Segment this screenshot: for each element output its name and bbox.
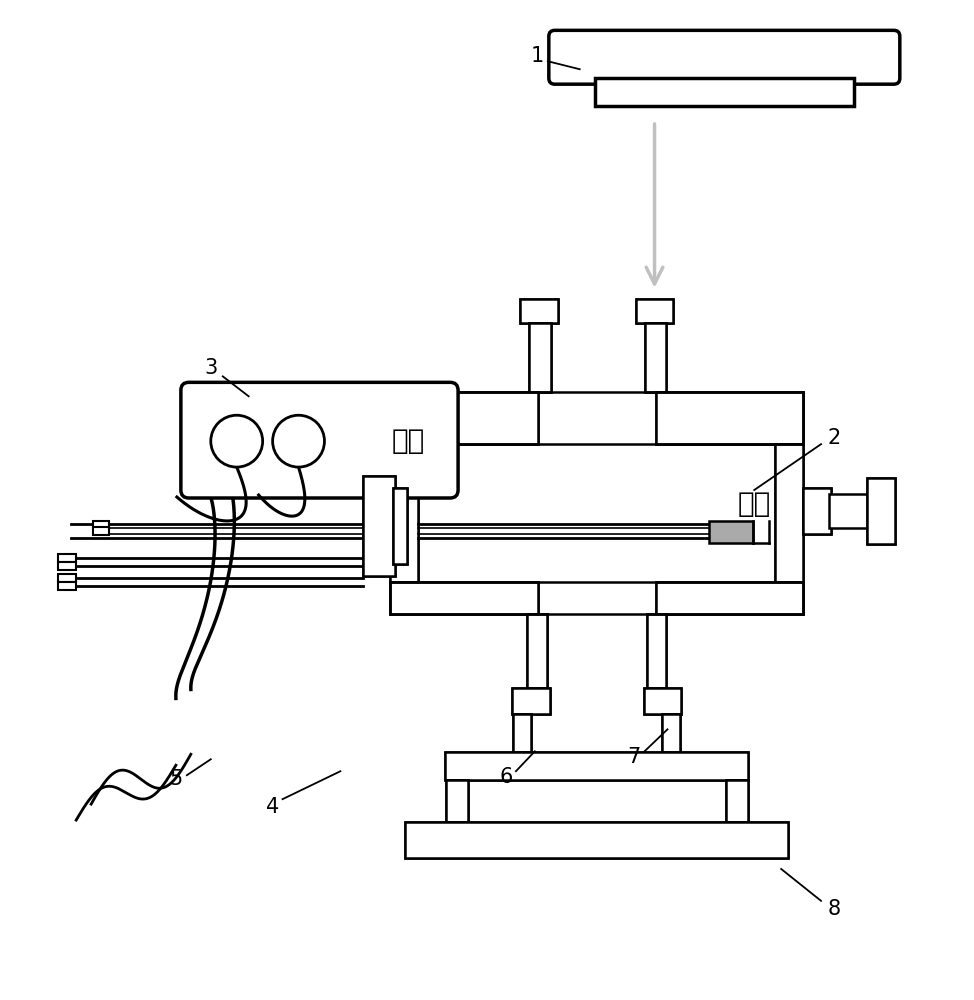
Bar	[513, 714, 531, 752]
Bar	[656, 392, 804, 444]
Bar	[393, 488, 407, 564]
Bar	[391, 444, 418, 582]
Bar	[636, 299, 673, 323]
Text: 源表: 源表	[392, 427, 425, 455]
Bar	[391, 582, 538, 614]
Text: 1: 1	[530, 46, 543, 66]
Bar	[647, 614, 666, 688]
Text: 样品: 样品	[737, 490, 770, 518]
Text: 2: 2	[827, 428, 841, 448]
Bar	[647, 614, 666, 688]
Bar	[391, 392, 538, 444]
Bar	[656, 582, 804, 614]
Bar	[405, 822, 788, 858]
Bar	[445, 752, 748, 780]
Bar	[644, 688, 682, 714]
Circle shape	[273, 415, 324, 467]
Bar	[804, 488, 831, 534]
Bar	[391, 582, 804, 614]
Bar	[393, 488, 407, 564]
Bar	[804, 488, 831, 534]
Bar	[727, 780, 748, 822]
Bar	[775, 444, 804, 582]
Bar	[58, 562, 76, 570]
Bar	[58, 582, 76, 590]
Bar	[636, 299, 673, 323]
Bar	[595, 78, 854, 106]
Bar	[363, 476, 395, 576]
Bar	[829, 494, 869, 528]
Text: 4: 4	[266, 797, 280, 817]
Bar	[391, 444, 418, 582]
Bar	[405, 822, 788, 858]
Bar	[867, 478, 895, 544]
Bar	[727, 780, 748, 822]
Bar	[513, 714, 531, 752]
Bar	[445, 752, 748, 780]
Bar	[512, 688, 549, 714]
Bar	[520, 299, 558, 323]
Circle shape	[210, 415, 263, 467]
Bar	[709, 521, 753, 543]
Bar	[94, 521, 109, 529]
Bar	[775, 444, 804, 582]
Bar	[58, 554, 76, 562]
Bar	[662, 714, 681, 752]
Bar	[656, 582, 804, 614]
Bar	[391, 582, 538, 614]
Bar	[644, 688, 682, 714]
Bar	[527, 614, 546, 688]
Bar	[520, 299, 558, 323]
Text: 7: 7	[627, 747, 640, 767]
Text: 5: 5	[169, 769, 182, 789]
Bar	[529, 323, 551, 392]
Bar	[446, 780, 468, 822]
Bar	[656, 392, 804, 444]
Bar	[867, 478, 895, 544]
Bar	[391, 392, 538, 444]
Bar	[58, 574, 76, 582]
Bar	[529, 323, 551, 392]
FancyBboxPatch shape	[548, 30, 900, 84]
Text: 8: 8	[828, 899, 841, 919]
Text: 3: 3	[205, 358, 217, 378]
Bar	[512, 688, 549, 714]
Text: 6: 6	[500, 767, 512, 787]
Bar	[446, 780, 468, 822]
Bar	[527, 614, 546, 688]
Bar	[363, 476, 395, 576]
Bar	[645, 323, 666, 392]
Bar	[391, 392, 804, 444]
Bar	[662, 714, 681, 752]
FancyBboxPatch shape	[181, 382, 458, 498]
Bar	[645, 323, 666, 392]
Bar	[94, 527, 109, 535]
